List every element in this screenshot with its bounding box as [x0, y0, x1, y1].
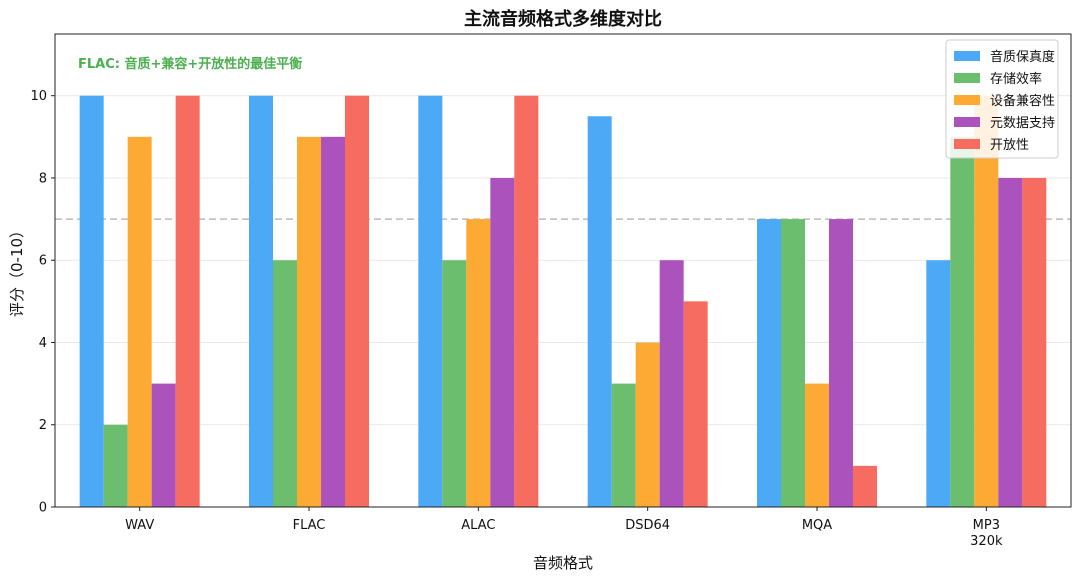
legend-label: 音质保真度 [990, 49, 1055, 65]
bar [659, 260, 684, 507]
legend-box [945, 39, 1059, 159]
x-tick-label: WAV [125, 518, 154, 533]
legend-label: 设备兼容性 [990, 93, 1055, 109]
bar [829, 219, 853, 507]
bar [926, 260, 951, 507]
x-tick-label: ALAC [461, 518, 495, 533]
x-axis: WAV FLAC ALAC DSD64 MQA MP3 320k [125, 507, 1003, 549]
bar [249, 95, 273, 508]
bar [127, 136, 152, 507]
y-axis: 0 2 4 6 8 10 [30, 89, 55, 516]
legend-label: 开放性 [990, 138, 1029, 153]
legend-swatch [954, 139, 980, 149]
legend-swatch [954, 73, 980, 83]
legend-label: 存储效率 [990, 71, 1042, 87]
gridlines [55, 95, 1071, 508]
bar [805, 383, 829, 507]
plot-frame [54, 33, 1072, 508]
legend-label: 元数据支持 [990, 116, 1055, 131]
y-tick-label: 8 [39, 171, 47, 186]
chart-title: 主流音频格式多维度对比 [464, 8, 662, 30]
bar [635, 342, 660, 507]
x-tick-label: DSD64 [625, 518, 670, 533]
bar [611, 383, 636, 507]
bar [853, 465, 877, 507]
legend-swatch [954, 95, 980, 105]
bar [175, 95, 200, 508]
bar [273, 260, 297, 507]
legend-swatch [954, 51, 980, 61]
bar [950, 136, 975, 507]
bar [781, 219, 805, 507]
bar [345, 95, 369, 508]
y-tick-label: 0 [39, 501, 47, 516]
x-tick-label: MQA [802, 518, 832, 533]
x-tick-label: FLAC [293, 518, 326, 533]
legend-swatch [954, 117, 980, 127]
bar [151, 383, 176, 507]
bar [418, 95, 443, 508]
bar [297, 136, 321, 507]
annotation-text: FLAC: 音质+兼容+开放性的最佳平衡 [78, 56, 302, 72]
bar [1022, 177, 1047, 507]
bar [466, 219, 491, 507]
bar [683, 301, 708, 507]
x-tick-label: MP3 320k [970, 518, 1003, 549]
bar [998, 177, 1023, 507]
bar [442, 260, 467, 507]
y-tick-label: 6 [39, 254, 47, 269]
y-tick-label: 2 [39, 418, 47, 433]
bars [79, 95, 1047, 508]
bar [490, 177, 515, 507]
y-tick-label: 10 [30, 89, 47, 104]
x-axis-label: 音频格式 [533, 554, 593, 572]
y-tick-label: 4 [39, 336, 47, 351]
bar [757, 219, 781, 507]
y-axis-label: 评分（0-10） [8, 223, 26, 317]
bar [79, 95, 104, 508]
bar [514, 95, 539, 508]
bar [587, 116, 612, 508]
bar [974, 95, 999, 508]
bar [103, 424, 128, 507]
bar [321, 136, 345, 507]
